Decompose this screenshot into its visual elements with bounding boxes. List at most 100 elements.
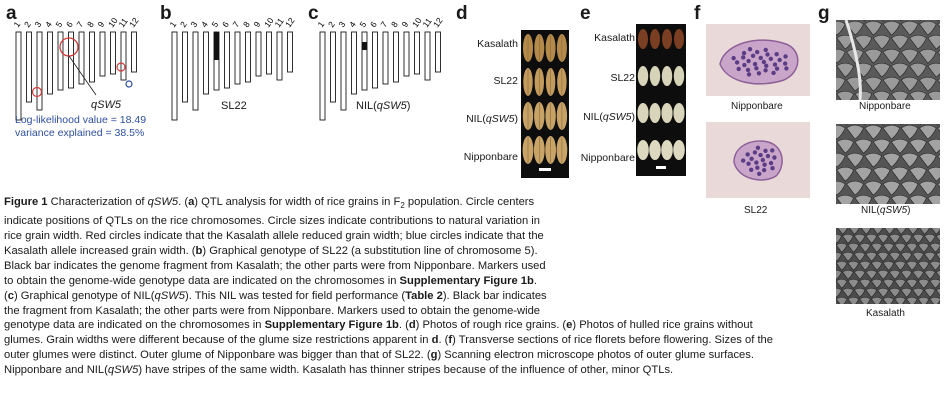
pollen-dot [768,56,774,61]
sem-texture-cell [836,76,846,92]
pollen-dot [777,57,782,63]
sem-texture-cell [881,20,885,22]
chromosome-number-label: 5 [209,19,220,29]
sem-texture-cell [836,48,846,64]
pollen-dot [752,61,758,67]
sem-texture-cell [918,20,937,36]
caption-segment: b [195,244,203,257]
sem-texture-cell [864,180,883,196]
caption-line: genotype data are indicated on the chrom… [4,318,942,333]
caption-segment: Characterization of [47,196,148,208]
pollen-dot [755,145,761,150]
pollen-dot [745,152,750,157]
sem-texture-cell [847,260,860,271]
pollen-dot [770,165,775,171]
caption-segment: ) QTL analysis for width of rice grains … [194,196,401,208]
sem-texture-cell [918,124,922,126]
sem-texture-cell [860,228,872,235]
chromosome-number-label: 3 [32,19,43,29]
caption-segment: outer glumes were distinct. Outer glume … [4,349,431,362]
hulled-grain [649,66,661,86]
caption-segment: a [188,196,195,208]
panel-letter-f: f [694,3,701,24]
nil-sem-photo [836,124,940,204]
chromosome-bar [26,31,32,103]
nipponbare-sem-photo [836,20,940,100]
caption-segment: ) Photos of rough rice grains. ( [415,319,567,332]
chromosome-number-label: 1 [167,19,178,29]
chromosome-bar [131,31,137,73]
sem-texture-cell [890,194,909,204]
sem-texture-cell [905,242,918,253]
panel-letter-c: c [308,3,319,24]
sem-texture-cell [909,194,927,204]
caption-segment: 2 [400,201,405,211]
pollen-dot [761,59,767,65]
chromosome-bar [414,31,420,75]
chromosome-bar [120,31,127,81]
sem-texture-cell [937,78,940,84]
sem-texture-cell [864,20,883,36]
sem-texture-cell [923,233,936,244]
hulled-grain [637,140,649,160]
pollen-dot [772,155,777,160]
caption-segment: ). This NIL was tested for field perform… [184,289,406,302]
chromosome-bar [393,31,399,83]
sem-texture-cell [909,34,927,50]
caption-segment: ) Graphical genotype of SL22 (a substitu… [202,244,538,257]
hulled-grain [674,29,684,49]
sem-texture-cell [846,180,864,196]
chromosome-number-label: 4 [199,19,210,29]
sem-texture-cell [882,278,895,289]
chromosome-bar [403,31,410,77]
chromosome-number-label: 6 [64,19,75,29]
sem-texture-cell [854,194,873,204]
sem-texture-cell [836,138,855,154]
hulled-grain [661,103,673,123]
sem-texture-cell [847,242,860,253]
sem-texture-cell [909,90,927,100]
sem-texture-cell [895,228,907,235]
chromosome-number-label: 12 [431,15,445,29]
pollen-dot [763,148,768,154]
caption-segment: Table 2 [405,289,443,302]
caption-segment: indicate positions of QTLs on the rice c… [4,215,541,228]
sem-texture-cell [836,90,855,100]
caption-segment: to obtain the genome-wide genotype data … [4,274,400,287]
caption-segment: ( [4,289,8,302]
hulled-grain [673,140,685,160]
sem-texture-cell [900,180,919,196]
caption-segment: ) Transverse sections of rice florets be… [452,334,774,347]
sem-texture-cell [900,269,913,280]
chromosome-number-label: 8 [389,19,400,29]
chromosome-bar [89,31,95,83]
chromosome-bar [361,31,368,91]
pollen-dot [760,157,766,163]
caption-line: Nipponbare and NIL(qSW5) have stripes of… [4,363,942,378]
pollen-dot [757,171,762,177]
sem-texture-cell [900,76,919,92]
pollen-dot [768,160,774,166]
e-label-nil: NIL(qSW5) [583,111,635,123]
pollen-dot [750,53,756,58]
pollen-dot [754,49,760,55]
sl22-section-photo [706,122,810,198]
sem-texture-cell [870,242,883,253]
hulled-grain [661,140,673,160]
sem-texture-cell [836,242,848,253]
sem-texture-cell [846,152,864,168]
sem-texture-cell [899,20,904,22]
caption-segment: d [431,334,439,347]
sem-texture-cell [882,124,901,140]
pollen-dot [782,61,788,66]
caption-line: (c) Graphical genotype of NIL(qSW5). Thi… [4,289,942,304]
hulled-grain [662,29,672,49]
sem-texture-cell [864,48,883,64]
sem-texture-cell [917,260,930,271]
sem-texture-cell [900,20,919,36]
sem-texture-cell [918,20,922,22]
sem-texture-cell [935,287,940,296]
sem-texture-cell [846,20,864,36]
qtl-circle-chr11-blue [125,80,133,88]
chromosome-number-label: 2 [326,19,337,29]
